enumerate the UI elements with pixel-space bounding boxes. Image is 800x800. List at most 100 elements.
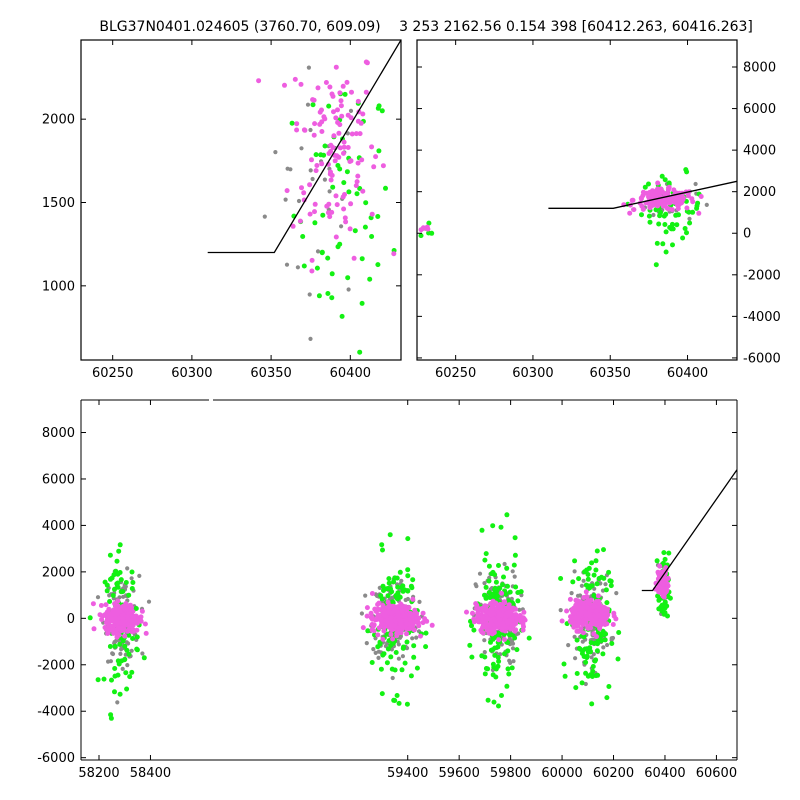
data-point-magenta	[391, 251, 397, 257]
data-point-magenta	[596, 604, 602, 610]
data-point-grey	[262, 214, 267, 219]
data-point-magenta	[335, 120, 341, 125]
data-point-magenta	[333, 234, 339, 240]
data-point-magenta	[666, 184, 672, 190]
data-point-magenta	[328, 177, 334, 183]
data-point-green	[495, 593, 500, 599]
data-point-grey	[704, 202, 709, 207]
data-point-green	[486, 563, 492, 569]
data-point-green	[337, 166, 343, 172]
data-point-green	[108, 576, 113, 582]
data-point-magenta	[657, 563, 663, 569]
data-point-magenta	[369, 627, 375, 633]
data-point-green	[126, 632, 132, 638]
data-point-magenta	[590, 604, 596, 610]
data-point-grey	[519, 593, 524, 598]
y-tick-label: 8000	[743, 61, 776, 76]
data-point-magenta	[564, 608, 570, 614]
data-point-green	[377, 641, 383, 647]
data-point-green	[576, 576, 582, 582]
data-point-green	[386, 576, 392, 582]
data-point-magenta	[517, 613, 523, 618]
data-point-green	[115, 584, 121, 590]
x-tick-label: 60600	[696, 766, 737, 781]
y-tick-label: 2000	[42, 565, 75, 580]
y-tick-label: 4000	[743, 144, 776, 159]
data-point-magenta	[424, 618, 430, 624]
data-point-magenta	[629, 197, 635, 203]
data-point-magenta	[369, 211, 375, 217]
data-point-grey	[345, 131, 350, 136]
data-point-green	[109, 677, 114, 683]
data-point-green	[384, 660, 390, 666]
data-point-magenta	[333, 64, 339, 70]
data-point-grey	[693, 181, 698, 187]
data-point-magenta	[368, 610, 374, 616]
data-point-grey	[339, 224, 344, 229]
data-point-magenta	[404, 611, 410, 617]
data-point-green	[593, 657, 599, 663]
data-point-magenta	[388, 615, 394, 621]
data-point-green	[376, 148, 382, 154]
data-point-green	[591, 593, 597, 598]
data-point-green	[657, 213, 663, 219]
data-point-green	[512, 552, 518, 558]
data-point-green	[129, 586, 135, 591]
data-point-green	[337, 241, 343, 247]
data-point-green	[590, 664, 596, 669]
data-point-grey	[687, 216, 692, 221]
data-point-grey	[308, 168, 313, 173]
data-point-magenta	[309, 268, 315, 274]
data-point-magenta	[403, 604, 409, 610]
data-point-magenta	[669, 207, 675, 213]
data-point-green	[505, 648, 511, 654]
data-point-grey	[322, 177, 327, 182]
data-point-magenta	[499, 590, 505, 596]
data-point-magenta	[509, 615, 515, 621]
data-point-green	[117, 691, 123, 697]
data-point-magenta	[341, 206, 347, 212]
data-point-green	[602, 637, 608, 643]
data-point-green	[115, 580, 121, 586]
data-point-magenta	[336, 130, 342, 136]
data-point-magenta	[116, 625, 121, 631]
data-point-green	[660, 608, 665, 613]
data-point-magenta	[314, 163, 320, 168]
data-point-magenta	[509, 624, 515, 630]
data-point-green	[656, 597, 662, 603]
data-point-green	[577, 646, 583, 652]
data-point-green	[359, 256, 365, 262]
data-point-grey	[137, 573, 142, 579]
data-point-green	[490, 523, 496, 529]
data-point-green	[316, 293, 322, 299]
data-point-green	[504, 683, 510, 689]
data-point-green	[130, 636, 136, 641]
data-point-green	[117, 570, 123, 575]
data-point-green	[325, 291, 331, 296]
data-point-magenta	[369, 144, 375, 150]
data-point-grey	[566, 643, 571, 648]
x-tick-label: 60400	[330, 366, 371, 381]
data-point-magenta	[420, 610, 426, 616]
data-point-green	[393, 650, 399, 655]
data-point-grey	[516, 631, 521, 636]
data-point-green	[486, 590, 492, 595]
data-point-green	[341, 180, 347, 186]
data-point-magenta	[307, 182, 313, 188]
data-point-green	[639, 212, 644, 218]
data-point-magenta	[392, 608, 398, 614]
data-point-green	[570, 579, 576, 585]
y-tick-label: 6000	[42, 472, 75, 487]
data-point-magenta	[358, 120, 364, 126]
y-tick-label: -2000	[37, 658, 75, 673]
data-point-grey	[569, 591, 574, 596]
data-point-green	[379, 542, 385, 548]
y-tick-label: 2000	[42, 113, 75, 128]
data-point-magenta	[115, 598, 121, 604]
data-point-grey	[364, 641, 369, 646]
data-point-magenta	[134, 627, 140, 633]
data-point-green	[487, 595, 493, 600]
data-point-green	[483, 666, 489, 671]
data-point-magenta	[588, 614, 594, 620]
data-point-green	[509, 665, 515, 671]
